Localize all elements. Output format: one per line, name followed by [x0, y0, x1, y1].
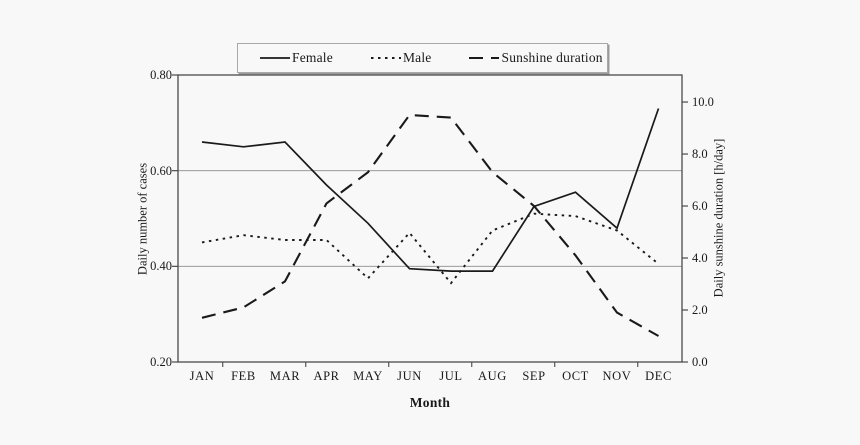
- x-axis-month-label: MAR: [269, 369, 301, 383]
- legend-item-male: Male: [370, 50, 432, 66]
- y-axis-right-title: Daily sunshine duration [h/day]: [711, 138, 726, 298]
- y-axis-left-title: Daily number of cases: [135, 162, 150, 276]
- legend-label: Male: [402, 50, 432, 65]
- solid-line-swatch-icon: [260, 57, 290, 59]
- x-axis-month-label: JUL: [439, 369, 463, 383]
- y-axis-left-tick-label: 0.80: [150, 68, 172, 82]
- x-axis-month-label: NOV: [602, 369, 632, 383]
- plot-border: [177, 74, 683, 363]
- y-axis-left-tick-label: 0.20: [150, 355, 172, 369]
- x-axis-month-label: JAN: [189, 369, 215, 383]
- x-axis-month-label: MAY: [353, 369, 383, 383]
- female-line: [201, 108, 660, 272]
- x-axis-month-label: DEC: [645, 369, 672, 383]
- y-axis-right-tick-label: 2.0: [692, 303, 708, 317]
- x-axis-title: Month: [409, 395, 451, 410]
- y-axis-right-tick-label: 6.0: [692, 199, 708, 214]
- x-axis-month-label: APR: [313, 369, 340, 383]
- sunshine-duration-line: [201, 113, 660, 337]
- y-axis-right-tick-label: 4.0: [692, 251, 708, 265]
- dotted-line-swatch-icon: [370, 57, 401, 59]
- x-axis-month-label: SEP: [522, 369, 546, 383]
- y-axis-left-tick-label: 0.60: [150, 163, 172, 178]
- x-axis-month-label: AUG: [478, 369, 507, 383]
- x-axis-month-label: JUN: [397, 369, 422, 383]
- legend-item-sunshine-duration: Sunshine duration: [469, 50, 603, 66]
- y-axis-left-tick-label: 0.40: [150, 259, 172, 274]
- legend-label: Sunshine duration: [501, 50, 603, 65]
- male-line: [201, 212, 660, 285]
- y-axis-right-tick-label: 0.0: [692, 355, 708, 369]
- x-axis-month-label: FEB: [231, 369, 256, 383]
- legend: Female Male Sunshine duration: [237, 43, 608, 73]
- y-axis-right-tick-label: 10.0: [692, 95, 714, 110]
- legend-label: Female: [292, 50, 333, 65]
- legend-item-female: Female: [260, 50, 333, 66]
- x-axis-month-label: OCT: [562, 369, 589, 383]
- y-axis-right-tick-label: 8.0: [692, 147, 708, 162]
- dashed-line-swatch-icon: [469, 56, 500, 60]
